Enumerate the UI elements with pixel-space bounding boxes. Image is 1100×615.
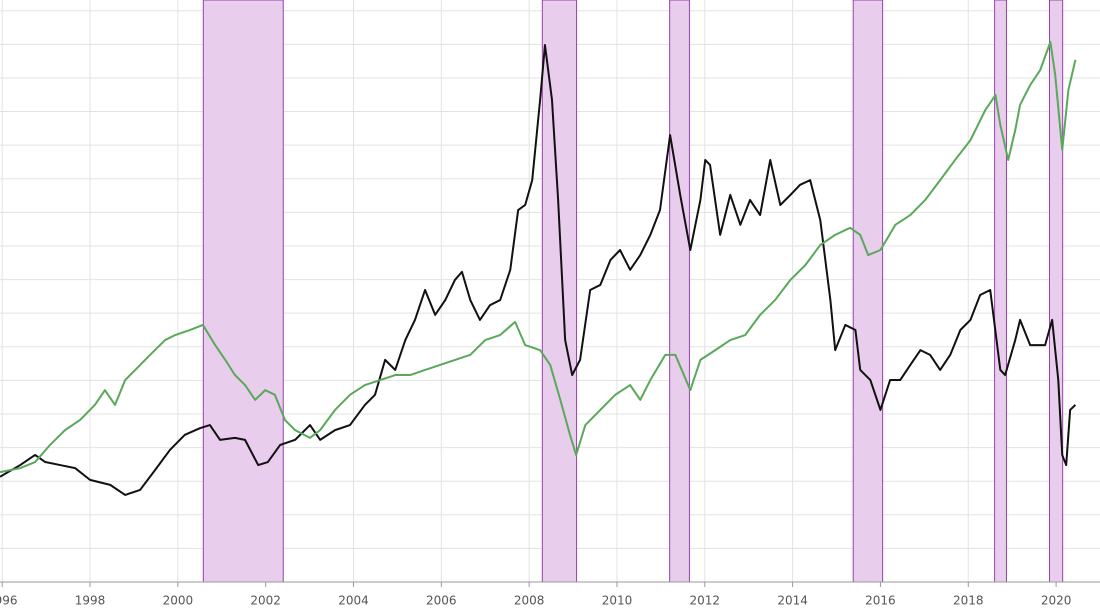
x-tick-label: 1996	[0, 594, 17, 608]
shaded-region	[852, 0, 884, 583]
shaded-region	[994, 0, 1007, 583]
x-tick-label: 2006	[426, 594, 457, 608]
x-tick-label: 2012	[690, 594, 721, 608]
x-tick-label: 2016	[865, 594, 896, 608]
x-tick-label: 2020	[1041, 594, 1072, 608]
x-tick-label: 2010	[602, 594, 633, 608]
shaded-region	[669, 0, 690, 583]
line-series	[0, 44, 1077, 496]
x-tick-label: 1998	[75, 594, 106, 608]
x-tick-label: 2004	[338, 594, 369, 608]
x-tick-label: 2008	[514, 594, 545, 608]
shaded-region	[541, 0, 578, 583]
x-tick-label: 2000	[163, 594, 194, 608]
x-tick-label: 2014	[777, 594, 808, 608]
x-tick-label: 2002	[250, 594, 281, 608]
shaded-region	[202, 0, 284, 583]
x-tick-label: 2018	[953, 594, 984, 608]
line-series	[0, 41, 1077, 474]
